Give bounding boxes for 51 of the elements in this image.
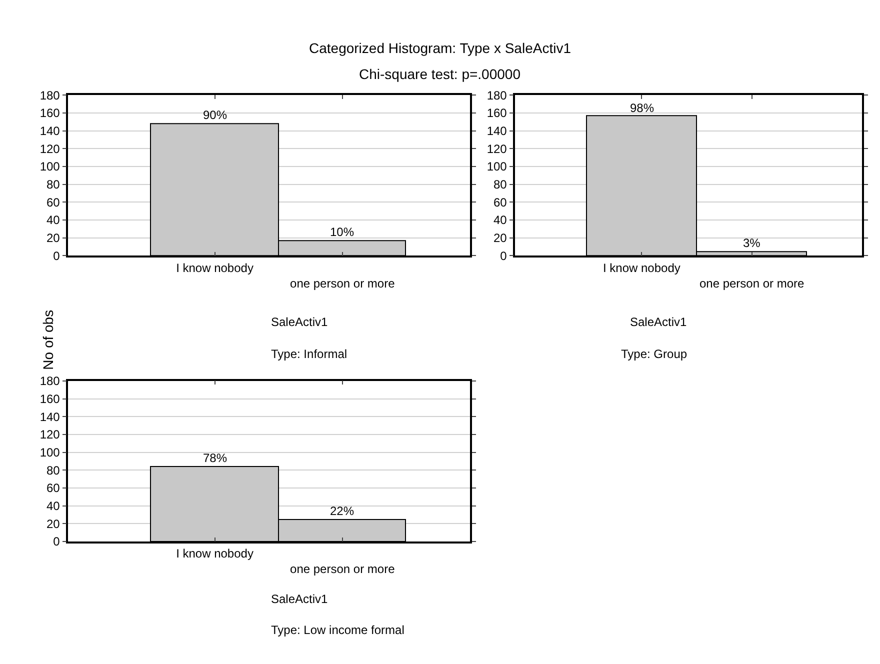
chart-title: Categorized Histogram: Type x SaleActiv1 <box>309 40 572 56</box>
x-tick-label: I know nobody <box>176 546 254 561</box>
y-tick-label: 100 <box>40 160 60 174</box>
y-tick-label: 140 <box>40 410 60 424</box>
chart-subtitle: Chi-square test: p=.00000 <box>359 66 521 82</box>
y-tick-label: 0 <box>53 534 60 549</box>
y-tick-label: 80 <box>46 463 60 478</box>
annotation: 78% <box>203 451 228 465</box>
x-axis-title: SaleActiv1 <box>271 315 328 329</box>
y-tick-label: 20 <box>46 231 60 245</box>
y-tick-label: 180 <box>40 374 60 388</box>
y-tick-label: 160 <box>486 106 508 120</box>
y-tick-label: 100 <box>486 160 508 174</box>
y-tick-label: 120 <box>486 142 508 156</box>
y-tick-label: 20 <box>493 231 508 245</box>
y-tick-label: 60 <box>493 195 508 210</box>
y-tick-label: 60 <box>46 195 60 210</box>
y-tick-label: 180 <box>486 88 508 102</box>
y-tick-label: 140 <box>486 124 508 138</box>
y-tick-label: 80 <box>493 177 508 192</box>
annotation: 98% <box>630 101 654 115</box>
y-tick-label: 100 <box>40 445 60 460</box>
y-tick-label: 120 <box>40 428 60 442</box>
text: Type: Informal <box>271 347 348 361</box>
x-tick-label: one person or more <box>290 562 396 576</box>
y-tick-label: 60 <box>46 481 60 496</box>
text: Type: Low income formal <box>271 623 404 637</box>
text: Type: Group <box>621 347 688 361</box>
x-axis-title: SaleActiv1 <box>271 592 328 606</box>
y-tick-label: 40 <box>46 213 60 228</box>
y-tick-label: 0 <box>500 248 508 263</box>
x-tick-label: one person or more <box>290 276 396 290</box>
x-tick-label: I know nobody <box>176 260 254 275</box>
annotation: 90% <box>203 108 228 122</box>
x-tick-label: I know nobody <box>602 260 680 275</box>
y-tick-label: 160 <box>40 392 60 406</box>
y-tick-label: 120 <box>40 142 60 156</box>
y-tick-label: 40 <box>493 213 508 228</box>
x-axis-title: SaleActiv1 <box>630 315 688 329</box>
x-tick-label: one person or more <box>699 276 805 290</box>
annotation: 22% <box>330 504 354 518</box>
y-tick-label: 20 <box>46 516 60 531</box>
y-tick-label: 0 <box>53 248 60 263</box>
annotation: 10% <box>330 225 354 239</box>
y-tick-label: 140 <box>40 124 60 138</box>
annotation: 3% <box>743 236 761 250</box>
y-tick-label: 180 <box>40 88 60 102</box>
y-tick-label: 40 <box>46 499 60 514</box>
y-tick-label: 160 <box>40 106 60 120</box>
y-tick-label: 80 <box>46 177 60 192</box>
y-axis-title: No of obs <box>40 310 56 370</box>
